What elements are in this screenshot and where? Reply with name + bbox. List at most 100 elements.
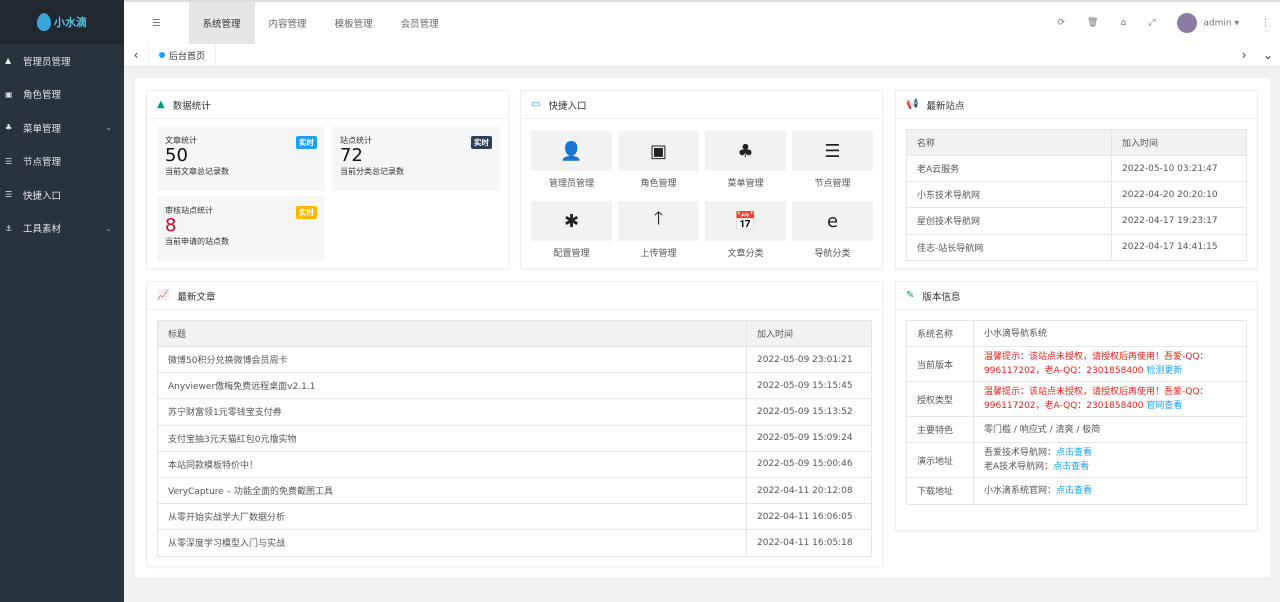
- table-cell: 2022-05-09 15:00:46: [746, 450, 872, 478]
- sidebar-item-label: 角色管理: [23, 90, 62, 102]
- tab-options-icon[interactable]: ⌄: [1262, 48, 1274, 62]
- column-header: 加入时间: [746, 320, 872, 347]
- table-row[interactable]: 本站同款模板特价中！ 2022-05-09 15:00:46: [157, 450, 872, 478]
- fullscreen-icon[interactable]: ⤢: [1148, 18, 1156, 28]
- table-row[interactable]: VeryCapture – 功能全面的免费截图工具 2022-04-11 20:1…: [157, 476, 872, 505]
- site-label: 吾爱技术导航网：: [984, 448, 1057, 459]
- table-row[interactable]: 星创技术导航网 2022-04-17 19:23:17: [906, 207, 1247, 235]
- table-row[interactable]: 从零深度学习模型入门与实战 2022-04-11 16:05:18: [157, 529, 872, 557]
- table-cell: 本站同款模板特价中！: [157, 450, 747, 478]
- sidebar-item[interactable]: ⚓ 工具素材 ⌄: [0, 212, 124, 246]
- table-row[interactable]: 小东技术导航网 2022-04-20 20:20:10: [906, 181, 1247, 209]
- quick-entry[interactable]: ♣ 菜单管理: [705, 131, 786, 189]
- site-label: 小水滴系统官网：: [984, 485, 1057, 496]
- table-row: 授权类型 温馨提示：该站点未授权，请授权后再使用！吾爱-QQ：996117202，…: [906, 381, 1247, 418]
- stat-desc: 当前申请的站点数: [165, 237, 229, 246]
- panel-title: 版本信息: [922, 291, 961, 303]
- version-key: 主要特色: [906, 416, 974, 444]
- page-tab-home[interactable]: 后台首页: [148, 43, 217, 67]
- column-header: 名称: [906, 129, 1112, 156]
- quick-entry-label: 配置管理: [553, 249, 590, 259]
- articles-panel: 📈 最新文章 标题 加入时间 微博50积分兑换微博会员周卡 2022-05-09 23:…: [146, 281, 883, 567]
- table-row[interactable]: 微博50积分兑换微博会员周卡 2022-05-09 23:01:21: [157, 345, 872, 374]
- menu-toggle-icon[interactable]: ☰: [152, 17, 161, 29]
- version-value: 零门槛 / 响应式 / 清爽 / 极简: [984, 424, 1101, 435]
- table-row[interactable]: 佳志-站长导航网 2022-04-17 14:41:15: [906, 233, 1247, 261]
- username: admin: [1203, 18, 1232, 29]
- page-tab-label: 后台首页: [169, 51, 206, 62]
- table-cell: 2022-05-09 15:15:45: [746, 372, 872, 400]
- quick-entry[interactable]: ☰ 节点管理: [792, 131, 873, 189]
- sidebar-item-label: 工具素材: [23, 224, 62, 236]
- tab-module[interactable]: 会员管理: [400, 19, 439, 30]
- panel-title: 数据统计: [172, 100, 211, 112]
- version-link[interactable]: 官网查看: [1146, 401, 1183, 412]
- tab-module[interactable]: 模板管理: [334, 19, 373, 30]
- view-link[interactable]: 点击查看: [1056, 485, 1093, 496]
- quick-entry[interactable]: ▣ 角色管理: [618, 131, 699, 189]
- scroll-left-icon[interactable]: ‹: [133, 48, 139, 62]
- tab-module[interactable]: 系统管理: [188, 2, 255, 44]
- avatar: [1177, 13, 1198, 33]
- table-cell: 佳志-站长导航网: [906, 233, 1112, 261]
- table-cell: 微博50积分兑换微博会员周卡: [157, 345, 747, 374]
- top-bar: ☰ 系统管理 内容管理 模板管理 会员管理 ⟳ 🗑 ⌂ ⤢ admin ▾ ⋮: [124, 0, 1280, 44]
- table-row[interactable]: Anyviewer傲梅免费远程桌面v2.1.1 2022-05-09 15:15:…: [157, 372, 872, 400]
- table-cell: 小东技术导航网: [906, 181, 1112, 209]
- tree-icon: ♣: [5, 123, 13, 133]
- sidebar-item[interactable]: ▣ 角色管理: [0, 78, 124, 112]
- water-drop-icon: [37, 13, 51, 31]
- view-link[interactable]: 点击查看: [1056, 448, 1093, 459]
- quick-entry[interactable]: 📅 文章分类: [705, 201, 786, 259]
- table-row: 系统名称 小水滴导航系统: [906, 319, 1247, 348]
- stat-desc: 当前文章总记录数: [165, 167, 229, 176]
- chevron-down-icon: ⌄: [105, 123, 112, 133]
- stat-value: 8: [165, 215, 177, 236]
- sidebar-item[interactable]: ▲ 管理员管理: [0, 44, 124, 78]
- user-menu[interactable]: admin ▾: [1177, 13, 1239, 33]
- scroll-right-icon[interactable]: ›: [1241, 48, 1247, 62]
- table-row[interactable]: 从零开始实战学大厂数据分析 2022-04-11 16:06:05: [157, 503, 872, 531]
- sidebar-item[interactable]: ☰ 节点管理: [0, 145, 124, 179]
- logo[interactable]: 小水滴: [0, 0, 124, 44]
- license-warning: 温馨提示：该站点未授权，请授权后再使用！吾爱-QQ：996117202，老A-Q…: [984, 352, 1209, 377]
- license-warning: 温馨提示：该站点未授权，请授权后再使用！吾爱-QQ：996117202，老A-Q…: [984, 387, 1209, 412]
- view-link[interactable]: 点击查看: [1053, 462, 1090, 473]
- table-row[interactable]: 支付宝抽3元天猫红包0元撸实物 2022-05-09 15:09:24: [157, 424, 872, 452]
- table-cell: 2022-04-20 20:20:10: [1111, 181, 1247, 209]
- sidebar-item[interactable]: ☰ 快捷入口: [0, 178, 124, 212]
- list-icon: ☰: [5, 156, 13, 166]
- table-row[interactable]: 老A云服务 2022-05-10 03:21:47: [906, 154, 1247, 183]
- sidebar-item-label: 节点管理: [23, 157, 62, 169]
- sidebar: 小水滴 ▲ 管理员管理 ▣ 角色管理 ♣ 菜单管理 ⌄ ☰ 节点管理 ☰ 快捷入口 ⚓ 工具素材 ⌄: [0, 0, 124, 602]
- home-icon[interactable]: ⌂: [1120, 18, 1127, 28]
- quick-entry-icon: 📅: [705, 201, 786, 241]
- refresh-icon[interactable]: ⟳: [1057, 18, 1066, 28]
- tab-module[interactable]: 内容管理: [268, 19, 307, 30]
- quick-entry[interactable]: 🡑 上传管理: [618, 201, 699, 259]
- version-key: 下载地址: [906, 477, 974, 505]
- realtime-badge: 实时: [296, 136, 317, 149]
- panel-title: 最新站点: [926, 100, 965, 112]
- table-cell: 2022-05-10 03:21:47: [1111, 154, 1247, 183]
- quick-entry-icon: ♣: [705, 131, 786, 171]
- trash-icon[interactable]: 🗑: [1087, 18, 1099, 28]
- stat-desc: 当前分类总记录数: [340, 167, 404, 176]
- table-cell: 2022-05-09 15:13:52: [746, 398, 872, 426]
- quick-entry[interactable]: ✱ 配置管理: [531, 201, 612, 259]
- version-value: 小水滴导航系统: [984, 328, 1048, 339]
- sidebar-item[interactable]: ♣ 菜单管理 ⌄: [0, 111, 124, 145]
- quick-entry[interactable]: e 导航分类: [792, 201, 873, 259]
- quick-entry[interactable]: 👤 管理员管理: [531, 131, 612, 189]
- chevron-down-icon: ⌄: [105, 223, 112, 233]
- panel-title: 快捷入口: [548, 100, 587, 112]
- list-icon: ☰: [5, 190, 13, 200]
- more-icon[interactable]: ⋮: [1261, 18, 1270, 28]
- version-link[interactable]: 检测更新: [1146, 366, 1183, 377]
- column-header: 加入时间: [1111, 129, 1247, 156]
- table-row: 主要特色 零门槛 / 响应式 / 清爽 / 极简: [906, 416, 1247, 444]
- table-cell: Anyviewer傲梅免费远程桌面v2.1.1: [157, 372, 747, 400]
- quick-entry-label: 文章分类: [727, 249, 764, 259]
- stat-label: 审核站点统计: [165, 206, 213, 215]
- table-row[interactable]: 苏宁财富领1元零钱宝支付券 2022-05-09 15:13:52: [157, 398, 872, 426]
